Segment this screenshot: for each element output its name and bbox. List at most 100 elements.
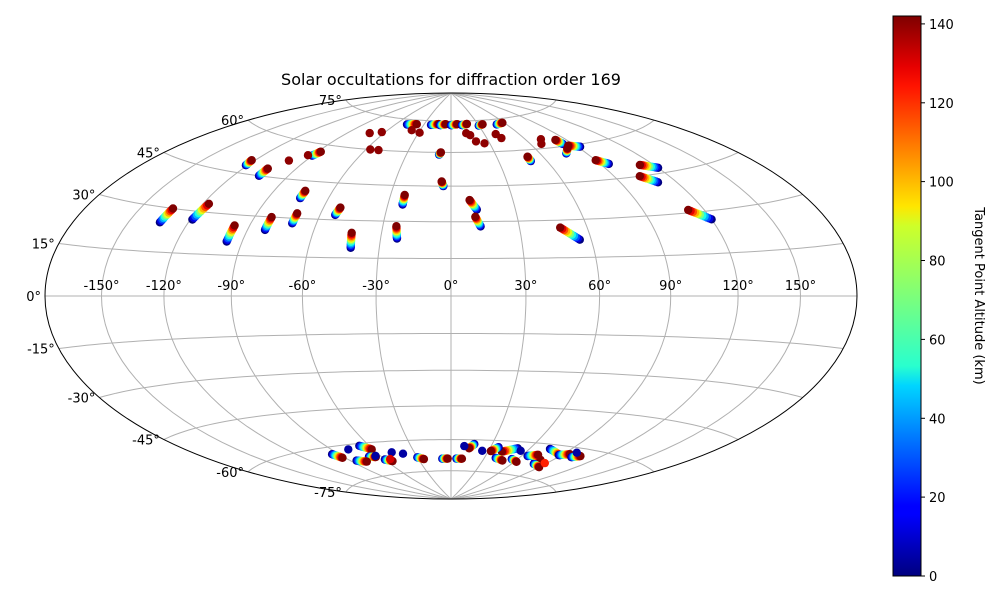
occultation-point <box>400 190 409 200</box>
occultation-point <box>471 212 480 221</box>
colorbar-tick-label: 20 <box>929 491 946 506</box>
occultation-point <box>516 446 525 455</box>
occultation-point <box>460 441 469 451</box>
occultation-point <box>498 456 507 465</box>
occultation-point <box>478 120 487 129</box>
occultation-point <box>204 199 214 208</box>
meridian-gridline <box>230 92 452 500</box>
meridian-gridline <box>450 92 739 500</box>
chart-title: Solar occultations for diffraction order… <box>281 70 621 89</box>
occultation-point <box>412 120 421 129</box>
meridian-gridline <box>450 92 527 500</box>
colorbar-ticks: 0 20 40 60 80 100 120 140 <box>921 18 954 585</box>
occultation-point <box>478 446 487 455</box>
latitude-tick-label: -30° <box>68 392 96 407</box>
occultation-point <box>465 195 474 205</box>
latitude-tick-label: -75° <box>314 486 342 501</box>
occultation-point <box>684 205 693 215</box>
occultation-point <box>284 156 294 165</box>
latitude-tick-label: 60° <box>221 114 244 129</box>
occultation-point <box>374 145 383 155</box>
longitude-tick-label: 60° <box>588 279 611 294</box>
occultation-point <box>436 148 446 157</box>
occultation-point <box>591 156 600 165</box>
colorbar-tick-label: 40 <box>929 412 946 427</box>
latitude-tick-label: -15° <box>27 343 55 358</box>
latitude-tick-labels: -75° -60° -45° -30° -15° 0° 15° 30° 45° 60° 75° <box>26 94 342 501</box>
meridian-gridline <box>100 92 452 500</box>
occultation-point <box>480 139 489 148</box>
colorbar-tick-label: 80 <box>929 255 946 270</box>
occultation-point <box>168 204 178 213</box>
occultation-point <box>462 119 472 129</box>
occultation-point <box>367 445 376 454</box>
occultation-point <box>437 177 446 186</box>
occultation-point <box>540 458 549 468</box>
occultation-point <box>377 127 386 137</box>
longitude-tick-label: 0° <box>444 279 459 294</box>
occultation-point <box>267 212 276 222</box>
longitude-tick-label: 150° <box>785 279 816 294</box>
colorbar-tick-label: 120 <box>929 97 954 112</box>
latitude-tick-label: 0° <box>26 290 41 305</box>
occultation-point <box>635 160 645 170</box>
occultation-point <box>419 454 429 464</box>
latitude-tick-label: 45° <box>137 147 160 162</box>
latitude-tick-label: -60° <box>216 466 244 481</box>
occultation-point <box>362 457 371 466</box>
occultation-point <box>344 445 353 454</box>
occultation-point <box>293 209 302 218</box>
latitude-tick-label: 30° <box>72 189 95 204</box>
occultation-point <box>338 453 347 462</box>
occultation-point <box>415 128 424 137</box>
occultation-point <box>407 126 416 135</box>
occultation-point <box>533 450 543 459</box>
occultation-point <box>523 152 532 161</box>
occultation-point <box>471 137 481 146</box>
longitude-tick-label: -150° <box>83 279 119 294</box>
meridian-gridline <box>163 92 452 500</box>
occultation-point <box>347 228 356 237</box>
longitude-tick-label: 90° <box>659 279 682 294</box>
meridian-gridline <box>450 92 601 500</box>
latitude-tick-label: 75° <box>319 94 342 109</box>
occultation-point <box>366 145 375 154</box>
occultation-point <box>497 133 506 143</box>
occultation-point <box>536 135 546 144</box>
colorbar-tick-label: 100 <box>929 176 954 191</box>
occultation-point <box>551 135 560 145</box>
occultation-point <box>443 454 452 463</box>
longitude-tick-labels: -150° -120° -90° -60° -30° 0° 30° 60° 90° 120° 150… <box>83 279 816 294</box>
occultation-point <box>387 448 396 457</box>
latitude-tick-label: -45° <box>132 434 160 449</box>
occultation-point <box>263 164 272 173</box>
map-outline <box>44 92 858 500</box>
longitude-tick-label: 30° <box>514 279 537 294</box>
longitude-tick-label: -30° <box>362 279 390 294</box>
meridian-gridline <box>450 92 802 500</box>
colorbar <box>892 15 922 577</box>
occultation-point <box>635 172 644 181</box>
occultation-point <box>365 128 374 138</box>
longitude-tick-label: -120° <box>146 279 182 294</box>
occultation-point <box>457 454 467 463</box>
map-grid <box>45 92 857 500</box>
occultation-point <box>512 457 521 466</box>
occultation-point <box>498 118 507 128</box>
colorbar-tick-label: 0 <box>929 570 937 585</box>
occultation-point <box>392 222 401 231</box>
longitude-tick-label: 120° <box>722 279 753 294</box>
occultation-point <box>336 203 345 212</box>
longitude-tick-label: -90° <box>217 279 245 294</box>
occultation-point <box>386 454 395 464</box>
latitude-tick-label: 15° <box>32 238 55 253</box>
colorbar-tick-label: 60 <box>929 333 946 348</box>
occultation-point <box>572 448 581 457</box>
occultation-point <box>371 451 380 461</box>
occultation-point <box>486 446 496 456</box>
occultation-point <box>230 221 239 230</box>
scatter-points <box>155 118 716 472</box>
colorbar-label: Tangent Point Altitude (km) <box>971 206 986 384</box>
